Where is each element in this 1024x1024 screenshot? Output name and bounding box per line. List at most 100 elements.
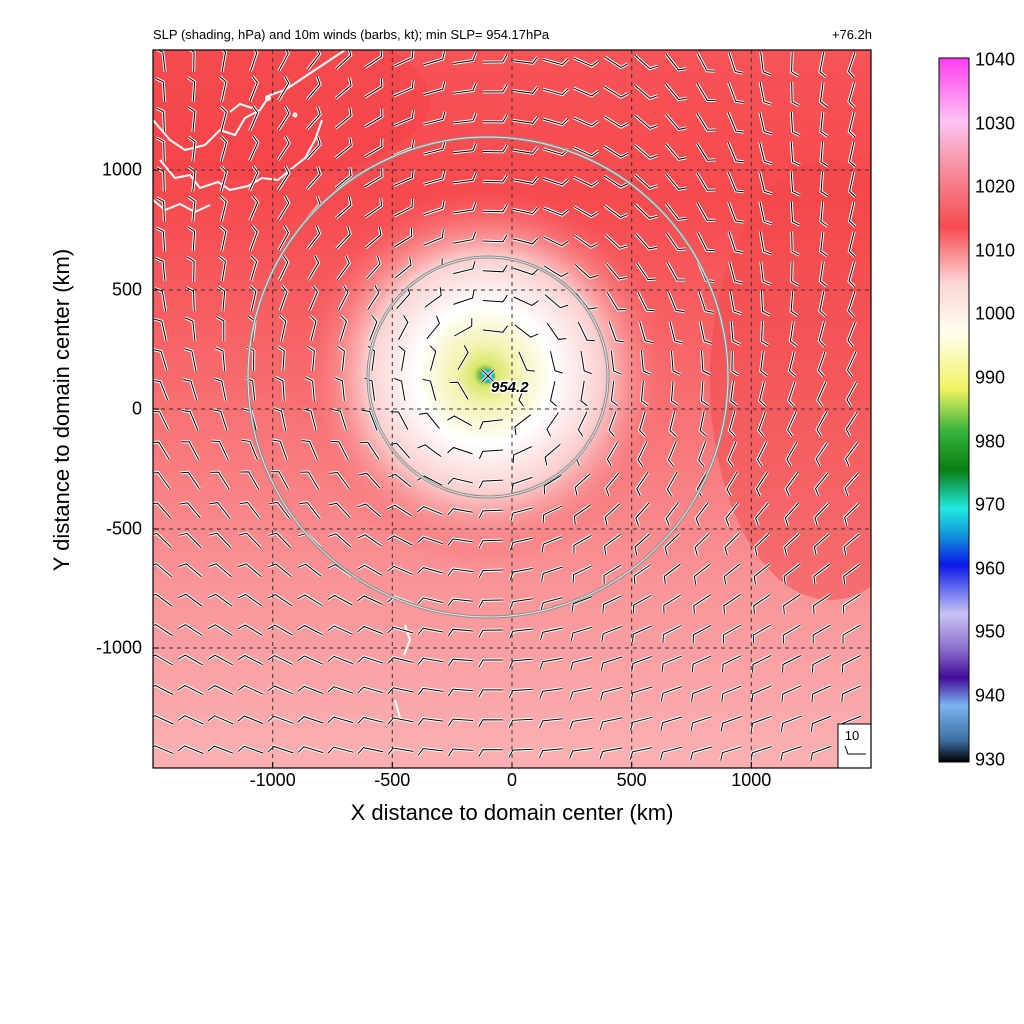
wind-barb [660, 716, 683, 731]
wind-barb [156, 107, 165, 132]
y-tick-label: 500 [111, 279, 142, 300]
wind-barb [759, 171, 773, 195]
high-pressure-north [153, 50, 430, 180]
wind-barb [335, 167, 352, 189]
wind-barb [305, 377, 315, 401]
wind-barb [357, 534, 382, 547]
wind-barb [297, 563, 322, 577]
high-pressure-east [710, 160, 871, 600]
wind-barb [574, 473, 591, 496]
wind-barb [539, 688, 563, 699]
colorbar-tick-label: 960 [975, 558, 1006, 579]
wind-barb [514, 414, 532, 435]
wind-barb [279, 285, 288, 311]
wind-barb [189, 50, 195, 73]
wind-barb [671, 350, 681, 375]
wind-barb [447, 568, 473, 576]
wind-barb [812, 624, 831, 644]
wind-barb [540, 627, 563, 641]
wind-barb [327, 655, 353, 665]
x-tick-label: 1000 [731, 770, 772, 790]
wind-barb [573, 504, 592, 525]
wind-barb [848, 261, 855, 288]
wind-barb [698, 291, 714, 313]
wind-barb [508, 748, 533, 758]
wind-barb [728, 52, 744, 74]
wind-barb [186, 256, 195, 282]
wind-barb [630, 716, 653, 731]
wind-barb [357, 716, 384, 724]
wind-barb [544, 443, 561, 466]
wind-barb [666, 232, 687, 251]
wind-barb [207, 624, 233, 636]
wind-barb [640, 380, 649, 406]
wind-barb [512, 446, 533, 464]
wind-barb [662, 625, 682, 643]
wind-barb [542, 58, 569, 66]
wind-barb [188, 196, 196, 222]
wind-barb [361, 409, 378, 431]
wind-barb [699, 321, 713, 344]
wind-barb [179, 502, 201, 519]
wind-barb [218, 256, 226, 282]
wind-barb [429, 345, 437, 371]
wind-barb [185, 317, 196, 342]
wind-barb [213, 378, 227, 401]
wind-barb [277, 346, 285, 372]
wind-barb [423, 111, 446, 125]
wind-barb [336, 226, 351, 250]
colorbar-tick-label: 990 [975, 367, 1006, 388]
wind-barb [249, 75, 258, 102]
wind-barb [156, 167, 165, 192]
wind-barb [543, 207, 569, 216]
wind-barb [639, 411, 646, 437]
wind-barb [249, 135, 259, 162]
wind-barb [569, 717, 593, 730]
wind-barb [599, 747, 623, 760]
wind-barb [755, 472, 768, 497]
wind-barb [514, 324, 539, 338]
wind-barb [518, 381, 528, 407]
wind-barb [549, 381, 557, 407]
wind-barb [364, 78, 383, 98]
wind-barb [846, 351, 857, 377]
wind-barb [453, 231, 476, 244]
wind-barb [153, 624, 173, 637]
wind-barb [423, 51, 445, 66]
wind-barb [756, 441, 767, 467]
wind-barb [327, 746, 354, 754]
wind-barb [603, 86, 629, 98]
wind-barb [387, 717, 414, 725]
wind-barb [755, 502, 769, 526]
wind-barb [208, 532, 232, 548]
wind-barb [573, 206, 599, 218]
y-tick-label: 1000 [101, 159, 142, 180]
wind-barb [250, 50, 258, 72]
wind-barb [842, 594, 861, 614]
wind-barb [604, 503, 621, 526]
wind-barb [841, 655, 861, 673]
wind-barb [267, 715, 294, 724]
wind-barb [635, 502, 650, 526]
plot-area: 954.2 954.2 10 [153, 50, 871, 768]
wind-barb [698, 441, 707, 467]
wind-barb [297, 746, 324, 754]
wind-barb [600, 656, 623, 671]
wind-barb [513, 296, 539, 306]
wind-barb [153, 715, 174, 725]
colorbar-tick-label: 1030 [975, 113, 1016, 134]
wind-barb [394, 227, 413, 248]
wind-barb [637, 291, 655, 312]
wind-barb [666, 471, 678, 497]
wind-barb [417, 717, 444, 726]
wind-barb [327, 686, 354, 694]
wind-barb [546, 322, 567, 340]
wind-barb [417, 567, 443, 574]
wind-barb [781, 685, 802, 703]
coastline [153, 50, 412, 719]
wind-barb [538, 748, 563, 759]
wind-barb [696, 83, 716, 102]
wind-barb [306, 106, 321, 130]
wind-barb [417, 627, 443, 635]
